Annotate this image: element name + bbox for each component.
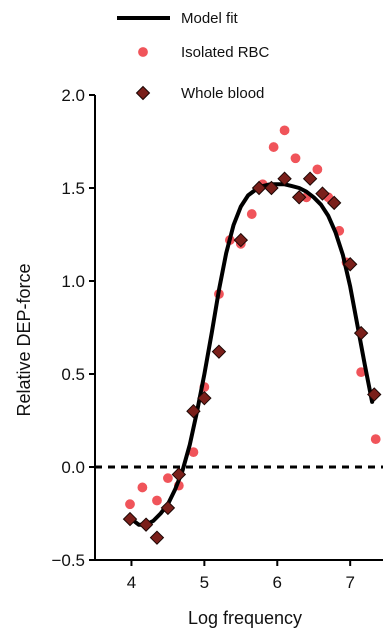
axes: −0.5 0.0 0.5 1.0 1.5 2.0 4 5 6 7 <box>51 86 383 592</box>
isolated-rbc-point <box>311 163 323 175</box>
whole-blood-point <box>211 344 227 359</box>
whole-blood-point <box>291 190 307 205</box>
whole-blood-point <box>367 387 382 402</box>
whole-blood-point <box>197 390 212 406</box>
whole-blood-point <box>277 171 292 186</box>
whole-blood-point <box>302 171 318 186</box>
legend-label: Model fit <box>181 10 239 27</box>
whole-blood-point <box>315 186 330 201</box>
plot-area <box>95 124 383 545</box>
model-fit-line <box>129 182 375 527</box>
whole-blood-point <box>138 517 154 532</box>
whole-blood-point <box>160 500 176 516</box>
y-tick-label: 0.5 <box>61 365 85 384</box>
whole-blood-point <box>171 467 187 482</box>
whole-blood-point <box>326 195 342 211</box>
isolated-rbc-point <box>162 472 174 484</box>
isolated-rbc-point <box>136 481 148 493</box>
isolated-rbc-point <box>279 124 291 136</box>
legend-isolated-rbc-swatch <box>137 46 149 58</box>
whole-blood-point <box>233 232 249 248</box>
x-tick-label: 7 <box>345 573 354 592</box>
whole-blood-point <box>342 257 358 272</box>
isolated-rbc-point <box>268 141 280 153</box>
x-axis-title: Log frequency <box>188 608 302 628</box>
legend-label: Isolated RBC <box>181 44 270 61</box>
legend-label: Whole blood <box>181 85 264 102</box>
isolated-rbc-point <box>246 208 258 220</box>
isolated-rbc-point <box>370 433 382 445</box>
whole-blood-point <box>264 180 279 196</box>
y-tick-label: 1.5 <box>61 179 85 198</box>
x-tick-label: 5 <box>200 573 209 592</box>
whole-blood-point <box>149 530 165 545</box>
whole-blood-point <box>353 325 369 341</box>
isolated-rbc-point <box>290 152 302 164</box>
y-axis-title: Relative DEP-force <box>14 263 34 416</box>
whole-blood-point <box>251 180 267 196</box>
isolated-rbc-point <box>151 494 163 506</box>
y-tick-label: 0.0 <box>61 458 85 477</box>
isolated-rbc-point <box>124 498 136 510</box>
y-tick-label: −0.5 <box>51 551 85 570</box>
x-tick-label: 4 <box>127 573 136 592</box>
legend: Model fit Isolated RBC Whole blood <box>117 10 270 102</box>
whole-blood-point <box>186 403 201 419</box>
y-tick-label: 2.0 <box>61 86 85 105</box>
x-tick-label: 6 <box>273 573 282 592</box>
y-tick-label: 1.0 <box>61 272 85 291</box>
whole-blood-point <box>122 511 138 527</box>
legend-whole-blood-swatch <box>135 85 151 101</box>
